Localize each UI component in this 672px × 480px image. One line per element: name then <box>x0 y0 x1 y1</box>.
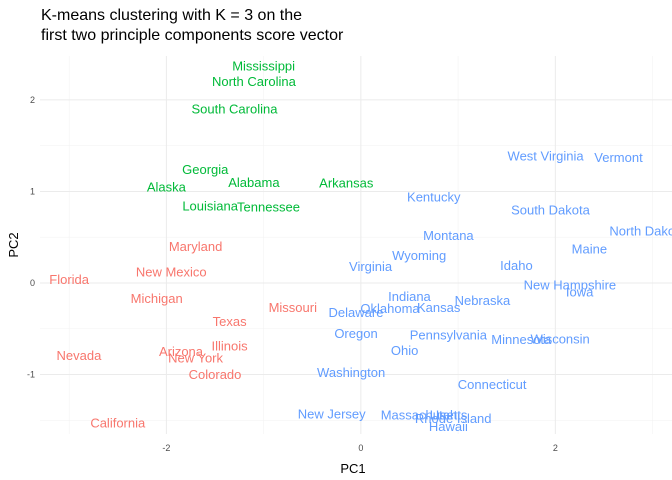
state-label-nevada: Nevada <box>56 348 102 363</box>
state-label-utah: Utah <box>430 407 457 422</box>
state-label-oregon: Oregon <box>334 326 377 341</box>
state-label-south-carolina: South Carolina <box>191 102 278 117</box>
state-label-florida: Florida <box>49 272 90 287</box>
y-tick-label: 2 <box>30 95 35 105</box>
chart-title: K-means clustering with K = 3 on the fir… <box>41 6 641 46</box>
state-label-illinois: Illinois <box>212 339 249 354</box>
state-label-washington: Washington <box>317 365 385 380</box>
chart-title-line-2: first two principle components score vec… <box>41 27 344 44</box>
state-label-louisiana: Louisiana <box>182 199 238 214</box>
grid-layer <box>40 56 672 434</box>
state-label-kansas: Kansas <box>417 300 461 315</box>
state-label-ohio: Ohio <box>391 343 418 358</box>
state-label-mississippi: Mississippi <box>232 59 295 74</box>
state-label-pennsylvania: Pennsylvania <box>410 328 488 343</box>
state-label-arkansas: Arkansas <box>319 176 374 191</box>
state-label-new-york: New York <box>168 351 223 366</box>
tick-labels-layer: -2 0 2 -1 0 1 2 <box>27 95 558 453</box>
state-label-connecticut: Connecticut <box>458 377 527 392</box>
state-label-maine: Maine <box>572 242 607 257</box>
state-label-wyoming: Wyoming <box>392 248 446 263</box>
state-label-new-hampshire: New Hampshire <box>524 277 616 292</box>
y-tick-label: -1 <box>27 370 35 380</box>
x-tick-label: 0 <box>358 443 363 453</box>
state-label-montana: Montana <box>423 228 474 243</box>
state-label-delaware: Delaware <box>329 305 384 320</box>
state-label-south-dakota: South Dakota <box>511 202 591 217</box>
state-label-iowa: Iowa <box>566 285 594 300</box>
state-label-minnesota: Minnesota <box>491 332 552 347</box>
state-label-hawaii: Hawaii <box>429 419 468 434</box>
state-label-new-jersey: New Jersey <box>298 406 366 421</box>
state-label-oklahoma: Oklahoma <box>360 301 420 316</box>
state-label-missouri: Missouri <box>269 300 318 315</box>
state-label-alaska: Alaska <box>147 179 187 194</box>
state-label-idaho: Idaho <box>500 258 533 273</box>
x-tick-label: -2 <box>162 443 170 453</box>
state-label-north-carolina: North Carolina <box>212 74 297 89</box>
state-label-kentucky: Kentucky <box>407 189 461 204</box>
state-label-texas: Texas <box>213 314 247 329</box>
state-label-indiana: Indiana <box>388 289 431 304</box>
state-label-vermont: Vermont <box>594 150 643 165</box>
state-label-alabama: Alabama <box>228 175 280 190</box>
state-label-maryland: Maryland <box>169 239 222 254</box>
y-tick-label: 0 <box>30 278 35 288</box>
y-axis-title: PC2 <box>6 232 21 257</box>
state-label-new-mexico: New Mexico <box>136 265 207 280</box>
state-label-michigan: Michigan <box>131 291 183 306</box>
chart-title-line-1: K-means clustering with K = 3 on the <box>41 7 303 24</box>
y-tick-label: 1 <box>30 186 35 196</box>
state-label-virginia: Virginia <box>349 259 393 274</box>
x-axis-title: PC1 <box>340 461 365 476</box>
state-label-tennessee: Tennessee <box>237 200 300 215</box>
state-label-nebraska: Nebraska <box>455 293 511 308</box>
x-tick-label: 2 <box>553 443 558 453</box>
state-label-colorado: Colorado <box>189 367 242 382</box>
state-label-north-dakota: North Dakota <box>609 223 672 238</box>
state-label-georgia: Georgia <box>182 162 229 177</box>
state-label-rhode-island: Rhode Island <box>415 411 492 426</box>
point-labels-layer: Florida Nevada California Maryland New Mexic… <box>49 59 672 434</box>
state-label-massachusetts: Massachusetts <box>381 407 468 422</box>
state-label-wisconsin: Wisconsin <box>531 331 590 346</box>
state-label-arizona: Arizona <box>159 344 204 359</box>
state-label-west-virginia: West Virginia <box>508 148 585 163</box>
state-label-california: California <box>90 416 146 431</box>
